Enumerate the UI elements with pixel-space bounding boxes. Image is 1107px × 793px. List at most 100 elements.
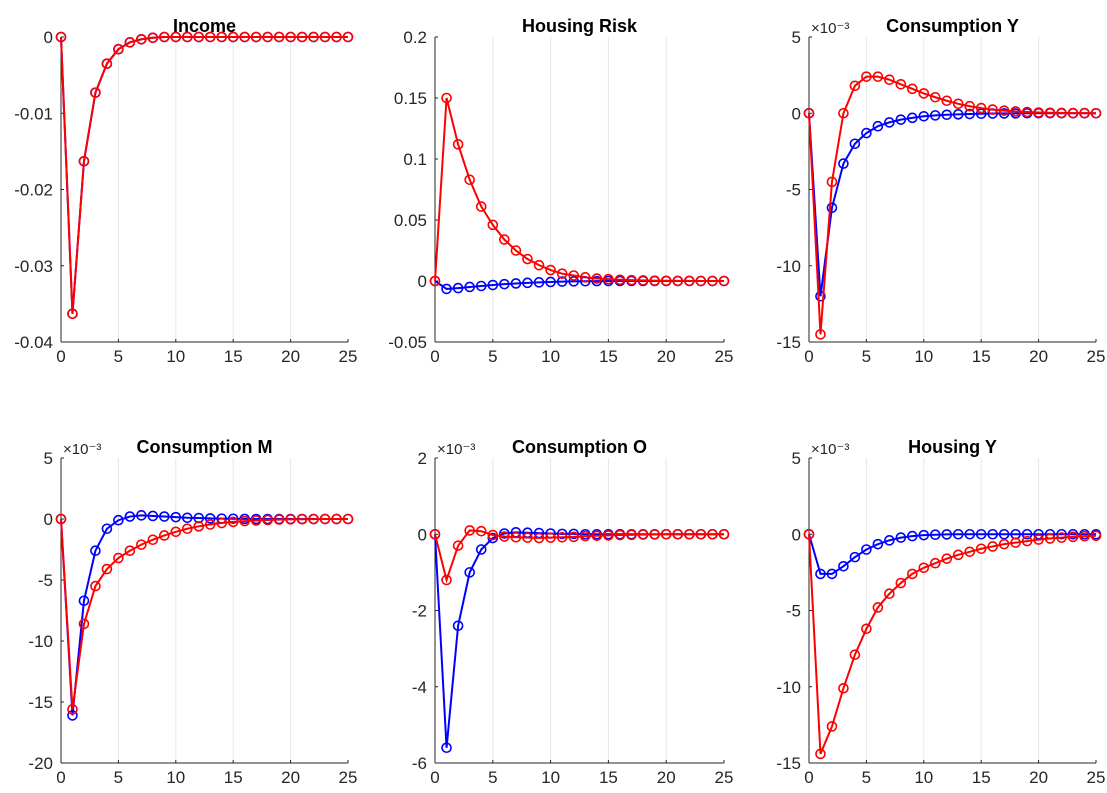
- x-tick-label: 5: [114, 768, 123, 787]
- chart-title: Consumption O: [512, 437, 647, 457]
- data-point: [637, 275, 649, 286]
- data-point: [67, 704, 78, 715]
- data-point: [929, 110, 941, 121]
- data-point: [941, 95, 953, 107]
- exponent-label: ×10⁻³: [437, 441, 475, 458]
- data-point: [849, 551, 861, 563]
- series-2: [429, 92, 730, 287]
- chart-title: Consumption M: [137, 437, 273, 457]
- x-tick-label: 5: [114, 347, 123, 366]
- x-tick-label: 5: [488, 768, 497, 787]
- data-point: [499, 234, 510, 245]
- data-point: [637, 529, 649, 540]
- data-point: [591, 530, 603, 542]
- data-point: [499, 278, 510, 290]
- data-point: [452, 282, 464, 294]
- x-tick-label: 10: [541, 768, 560, 787]
- y-tick-label: 0.2: [403, 28, 427, 47]
- data-point: [1056, 532, 1067, 543]
- data-point: [918, 529, 930, 541]
- data-point: [1067, 531, 1079, 543]
- data-point: [181, 31, 193, 43]
- y-tick-label: 5: [44, 449, 53, 468]
- data-point: [227, 513, 239, 525]
- data-point: [998, 105, 1010, 116]
- data-point: [193, 521, 205, 532]
- data-point: [78, 155, 90, 167]
- data-point: [964, 100, 976, 112]
- data-point: [826, 202, 838, 214]
- data-point: [556, 531, 568, 543]
- y-tick-label: -0.05: [388, 333, 427, 352]
- data-point: [216, 517, 228, 529]
- data-point: [522, 532, 533, 543]
- y-tick-label: -4: [412, 678, 427, 697]
- y-tick-label: -5: [786, 602, 801, 621]
- data-point: [1033, 534, 1044, 545]
- data-point: [475, 544, 487, 555]
- data-point: [475, 201, 487, 212]
- data-point: [1090, 530, 1102, 542]
- data-point: [941, 553, 953, 564]
- data-point: [262, 514, 273, 526]
- data-point: [464, 281, 475, 293]
- data-point: [273, 31, 285, 43]
- x-tick-label: 20: [281, 347, 300, 366]
- exponent-label: ×10⁻³: [811, 441, 849, 458]
- data-point: [124, 545, 136, 557]
- data-point: [510, 278, 522, 289]
- x-tick-label: 25: [715, 347, 734, 366]
- x-tick-label: 10: [914, 347, 933, 366]
- data-point: [884, 74, 895, 85]
- data-point: [826, 721, 838, 732]
- data-point: [884, 535, 895, 546]
- x-tick-label: 25: [339, 347, 358, 366]
- data-point: [124, 37, 136, 48]
- data-point: [522, 253, 533, 265]
- data-point: [952, 549, 964, 561]
- data-point: [1044, 107, 1056, 119]
- data-point: [838, 158, 849, 169]
- data-point: [113, 43, 124, 55]
- data-point: [872, 602, 884, 613]
- data-point: [510, 245, 522, 256]
- data-point: [579, 272, 591, 283]
- data-point: [441, 283, 452, 295]
- data-point: [464, 567, 475, 578]
- data-point: [803, 107, 815, 119]
- x-tick-label: 0: [56, 768, 65, 787]
- data-point: [861, 544, 872, 555]
- data-point: [987, 541, 998, 552]
- chart-title: Housing Y: [908, 437, 997, 457]
- y-tick-label: 0: [418, 272, 427, 291]
- y-tick-label: 5: [792, 449, 801, 468]
- x-tick-label: 20: [657, 347, 676, 366]
- series-2: [803, 71, 1102, 340]
- data-point: [952, 98, 964, 110]
- data-point: [90, 545, 101, 557]
- x-tick-label: 5: [862, 347, 871, 366]
- series-2: [429, 525, 730, 586]
- data-point: [1079, 107, 1090, 119]
- data-point: [895, 577, 907, 589]
- data-point: [101, 58, 113, 69]
- x-tick-label: 20: [281, 768, 300, 787]
- data-point: [718, 275, 730, 287]
- data-point: [695, 528, 707, 540]
- data-point: [952, 528, 964, 540]
- data-point: [614, 529, 626, 541]
- y-tick-label: -5: [786, 181, 801, 200]
- x-tick-label: 15: [224, 347, 243, 366]
- data-point: [964, 528, 976, 540]
- x-tick-label: 5: [862, 768, 871, 787]
- data-point: [522, 277, 533, 289]
- data-point: [614, 274, 626, 286]
- data-point: [826, 176, 838, 188]
- data-point: [849, 649, 861, 661]
- data-point: [672, 528, 684, 540]
- data-point: [342, 31, 354, 43]
- data-point: [684, 275, 695, 287]
- data-point: [895, 532, 907, 543]
- data-point: [296, 513, 308, 525]
